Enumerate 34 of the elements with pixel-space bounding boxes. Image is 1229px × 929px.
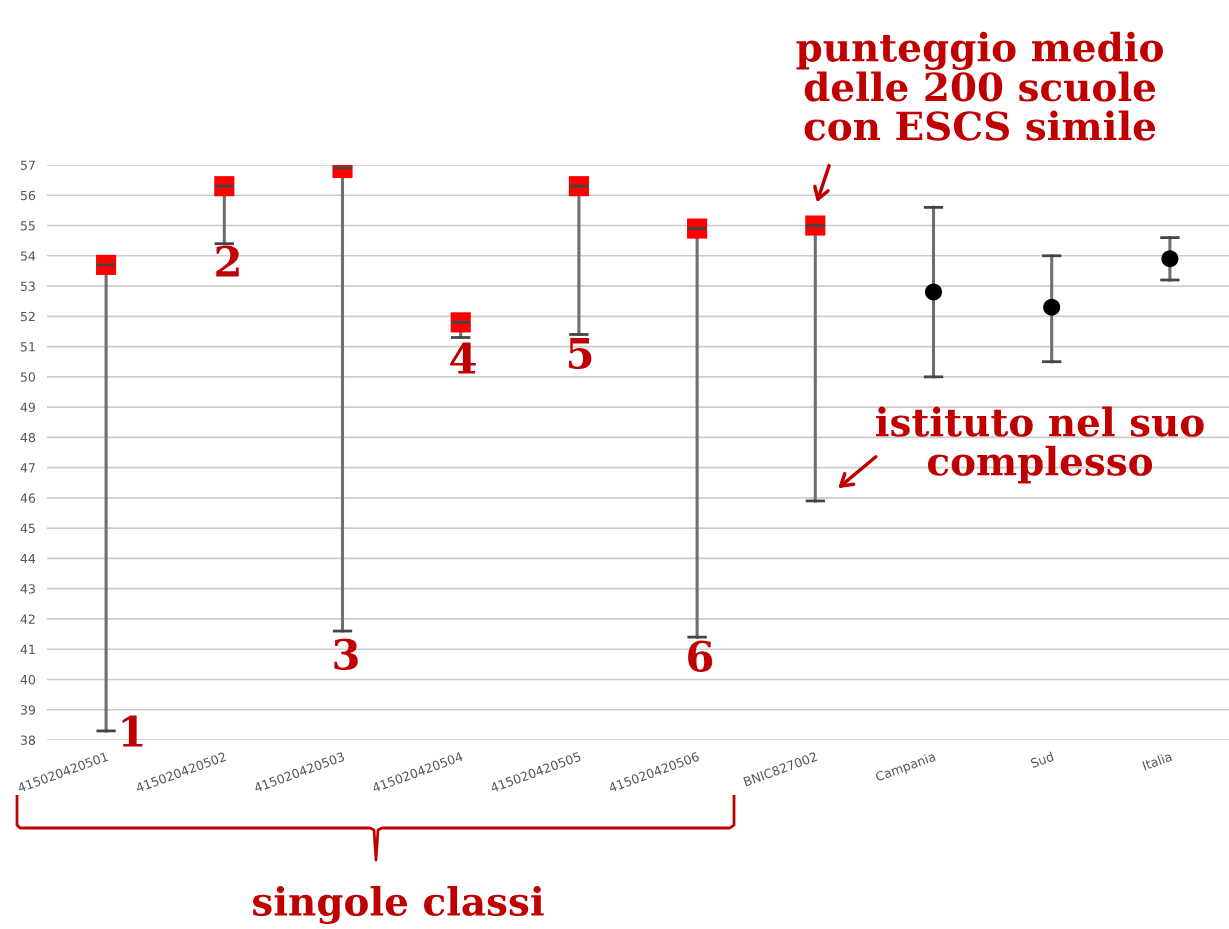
y-tick-label: 52 <box>20 311 35 322</box>
annotation: 4 <box>450 342 476 374</box>
y-tick-label: 53 <box>20 281 35 291</box>
annotation: 3 <box>334 638 358 671</box>
y-tick-label: 54 <box>20 251 36 261</box>
y-tick-label: 38 <box>20 735 36 745</box>
y-tick-label: 39 <box>20 705 36 715</box>
point <box>1043 298 1061 316</box>
annotation: 1 <box>122 715 143 747</box>
point <box>1161 250 1179 268</box>
y-tick-label: 56 <box>20 190 36 201</box>
y-tick-label: 45 <box>20 523 35 534</box>
annotation: 2 <box>216 245 239 277</box>
x-tick-label: Sud <box>1030 751 1054 769</box>
x-tick-label: Italia <box>1142 751 1173 771</box>
y-tick-label: 46 <box>20 493 36 503</box>
y-tick-label: 55 <box>20 221 35 231</box>
y-tick-label: 44 <box>20 554 36 564</box>
annotation: 5 <box>568 338 592 370</box>
y-tick-label: 43 <box>20 584 35 594</box>
text: singole classi <box>253 885 544 925</box>
y-tick-label: 57 <box>20 160 35 170</box>
y-tick-label: 42 <box>20 614 35 624</box>
y-tick-label: 48 <box>20 432 36 443</box>
point <box>924 283 943 301</box>
y-tick-label: 51 <box>20 342 35 352</box>
y-tick-label: 41 <box>20 644 35 654</box>
y-tick-label: 49 <box>20 402 36 413</box>
y-tick-label: 47 <box>20 463 35 473</box>
text: punteggio medio delle 200 scuole con ESCS simile <box>796 31 1163 141</box>
y-tick-label: 40 <box>20 674 36 685</box>
y-tick-label: 50 <box>20 372 36 382</box>
annotation: 6 <box>688 640 713 673</box>
annotation: istituto nel suo complesso <box>876 406 1204 484</box>
